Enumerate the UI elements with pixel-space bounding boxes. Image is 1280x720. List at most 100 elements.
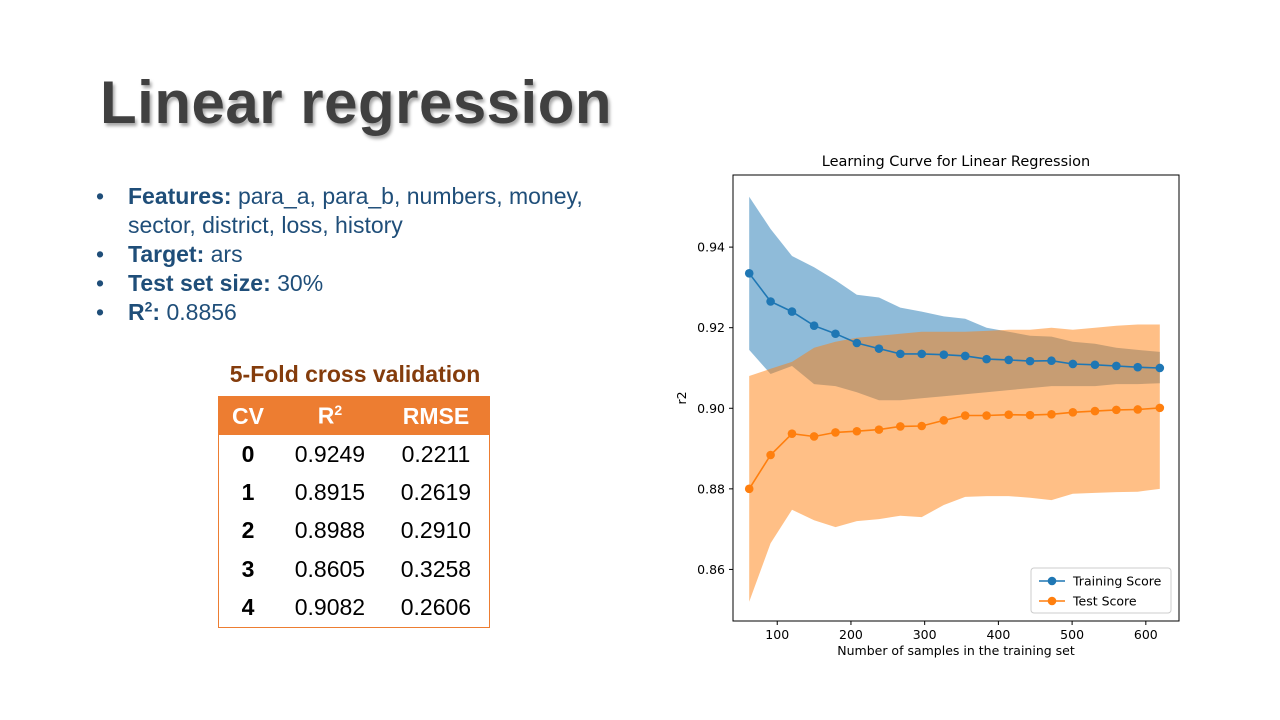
point-training [1112,361,1121,371]
x-tick-label: 100 [765,627,789,642]
point-test [1025,410,1035,420]
cv-table-header-row: CV R2 RMSE [218,396,490,435]
point-training [960,351,970,361]
y-tick-label: 0.90 [697,401,725,416]
point-training [1090,360,1100,370]
point-test [874,425,884,434]
point-test [766,450,775,460]
point-training [939,350,949,359]
point-training [766,297,775,306]
bullet-list: • Features: para_a, para_b, numbers, mon… [96,182,626,327]
bullet-r2: • R2: 0.8856 [96,298,626,327]
x-tick-label: 200 [839,627,863,642]
band-test [749,324,1160,602]
plot-frame [732,174,1180,622]
bullet-value: para_a, para_b, numbers, money, sector, … [128,183,583,238]
point-test [831,428,840,437]
slide-title: Linear regression [100,69,613,136]
legend-box [1030,567,1172,614]
point-training [787,307,797,316]
point-test [1112,405,1121,415]
point-test [1068,408,1078,417]
cell-r2: 0.8915 [294,479,366,506]
cell-cv: 3 [241,555,255,582]
header-rmse: RMSE [382,396,490,435]
point-training [982,354,991,364]
bullet-test-size: • Test set size: 30% [96,269,626,298]
bullet-label: R2: [128,299,160,325]
point-training [1004,355,1014,365]
learning-curve-chart: Learning Curve for Linear Regression 100 2… [674,154,1180,658]
point-test [982,411,991,420]
bullet-dot-icon: • [96,241,105,267]
bullet-label: Target: [128,241,205,267]
cell-cv: 1 [241,479,255,506]
point-training [809,321,819,330]
y-tick-label: 0.86 [697,562,725,577]
table-row: 0 0.9249 0.2211 [219,435,490,473]
point-training [1068,359,1078,369]
y-tick-label: 0.92 [697,320,725,335]
point-test [1155,403,1165,413]
header-r2: R2 [277,396,383,435]
r2-label-base: R [128,299,145,325]
point-test [896,422,905,431]
point-test [1133,405,1143,414]
point-test [809,432,819,441]
x-tick-label: 500 [1060,627,1084,642]
header-r2-base: R [317,402,335,429]
cv-table: CV R2 RMSE 0 0.9249 0.2211 1 0.8915 0.26… [218,396,490,628]
bullet-target: • Target: ars [96,240,626,269]
point-training [874,344,884,353]
point-training [1133,362,1143,372]
cell-r2: 0.8988 [294,517,366,544]
point-test [1090,406,1100,416]
table-row: 4 0.9082 0.2606 [219,589,490,628]
point-test [1004,410,1014,420]
table-row: 3 0.8605 0.3258 [219,550,490,588]
point-training [831,329,840,339]
y-tick-label: 0.94 [697,240,725,255]
cv-table-caption: 5-Fold cross validation [229,361,481,387]
bullet-label: Test set size: [128,270,271,296]
point-test [1047,410,1056,419]
point-test [852,426,862,436]
point-training [744,269,754,278]
bullet-dot-icon: • [96,270,105,296]
cell-r2: 0.8605 [294,555,366,582]
header-cv: CV [218,396,277,435]
point-training [1047,356,1056,366]
bullet-dot-icon: • [96,299,105,325]
point-training [1155,363,1165,373]
bullet-value: 0.8856 [166,299,237,325]
cell-cv: 2 [241,517,255,544]
point-training [1025,356,1035,366]
bullet-dot-icon: • [96,183,105,209]
legend-swatch-marker [1047,576,1057,586]
legend-label: Training Score [1072,574,1162,589]
bullet-value: ars [210,241,243,267]
r2-label-suffix: : [152,299,161,325]
cell-cv: 4 [241,594,255,621]
y-axis-label: r2 [674,391,689,404]
point-test [744,484,754,494]
table-row: 1 0.8915 0.2619 [219,473,490,511]
cell-rmse: 0.2619 [400,479,472,506]
bullet-label: Features: [128,183,232,209]
point-training [852,338,862,348]
r2-label-sup: 2 [144,298,153,315]
x-tick-label: 300 [913,627,937,642]
chart-title: Learning Curve for Linear Regression [822,154,1090,170]
cell-rmse: 0.2910 [400,517,472,544]
point-test [960,411,970,420]
bullet-features: • Features: para_a, para_b, numbers, mon… [96,182,626,240]
cell-cv: 0 [241,440,255,467]
legend-label: Test Score [1072,594,1137,609]
header-r2-sup: 2 [334,402,343,419]
legend-swatch-marker [1047,596,1057,606]
x-tick-label: 400 [986,627,1010,642]
bullet-value: 30% [277,270,324,296]
y-tick-label: 0.88 [697,481,725,496]
x-tick-label: 600 [1134,627,1158,642]
point-test [939,416,949,425]
